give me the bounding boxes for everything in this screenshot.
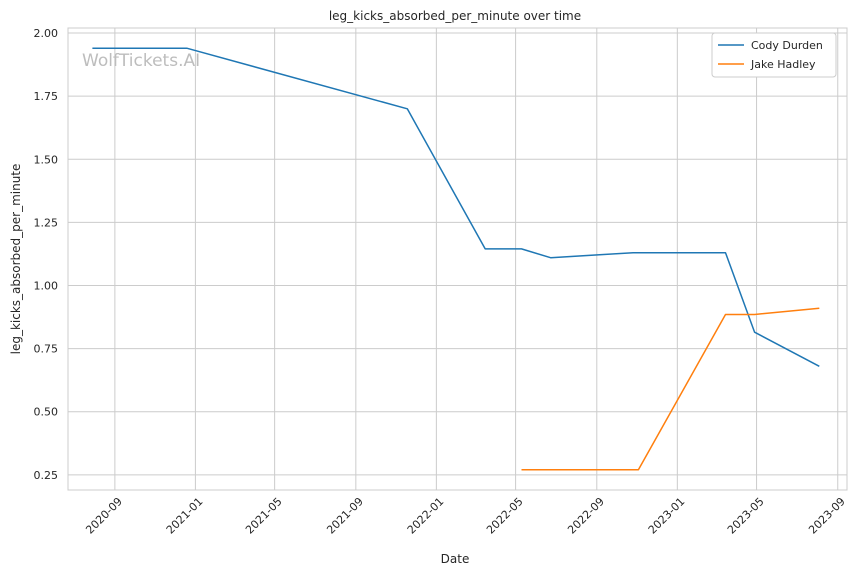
y-tick-label: 0.75 [34,343,59,356]
watermark: WolfTickets.AI [82,51,200,71]
x-tick-label: 2022-05 [484,495,526,537]
x-axis-label: Date [441,552,470,566]
x-tick-label: 2022-09 [565,495,607,537]
tick-labels: 0.25 0.50 0.75 1.00 1.25 1.50 1.75 2.00 2020-09 2… [34,27,848,537]
legend-box [711,32,837,78]
y-tick-label: 2.00 [34,27,59,40]
series-line-jake-hadley [521,307,820,471]
series-group [92,47,820,471]
grid [68,28,847,490]
legend-label-cody-durden: Cody Durden [751,39,823,52]
y-tick-label: 1.50 [34,153,59,166]
x-tick-label: 2023-01 [646,495,688,537]
chart-title: leg_kicks_absorbed_per_minute over time [329,9,581,23]
y-tick-label: 0.25 [34,469,59,482]
y-tick-label: 1.75 [34,90,59,103]
y-tick-label: 1.25 [34,216,59,229]
x-tick-label: 2023-09 [806,495,848,537]
x-tick-label: 2021-09 [324,495,366,537]
x-tick-label: 2022-01 [405,495,447,537]
legend: Cody Durden Jake Hadley [711,32,837,78]
y-tick-label: 1.00 [34,280,59,293]
plot-frame [67,27,848,491]
series-line-cody-durden [92,47,820,367]
x-tick-label: 2021-05 [243,495,285,537]
x-tick-label: 2020-09 [83,495,125,537]
x-tick-label: 2021-01 [164,495,206,537]
x-tick-label: 2023-05 [725,495,767,537]
y-tick-label: 0.50 [34,406,59,419]
legend-label-jake-hadley: Jake Hadley [750,58,816,71]
y-axis-label: leg_kicks_absorbed_per_minute [9,164,23,355]
